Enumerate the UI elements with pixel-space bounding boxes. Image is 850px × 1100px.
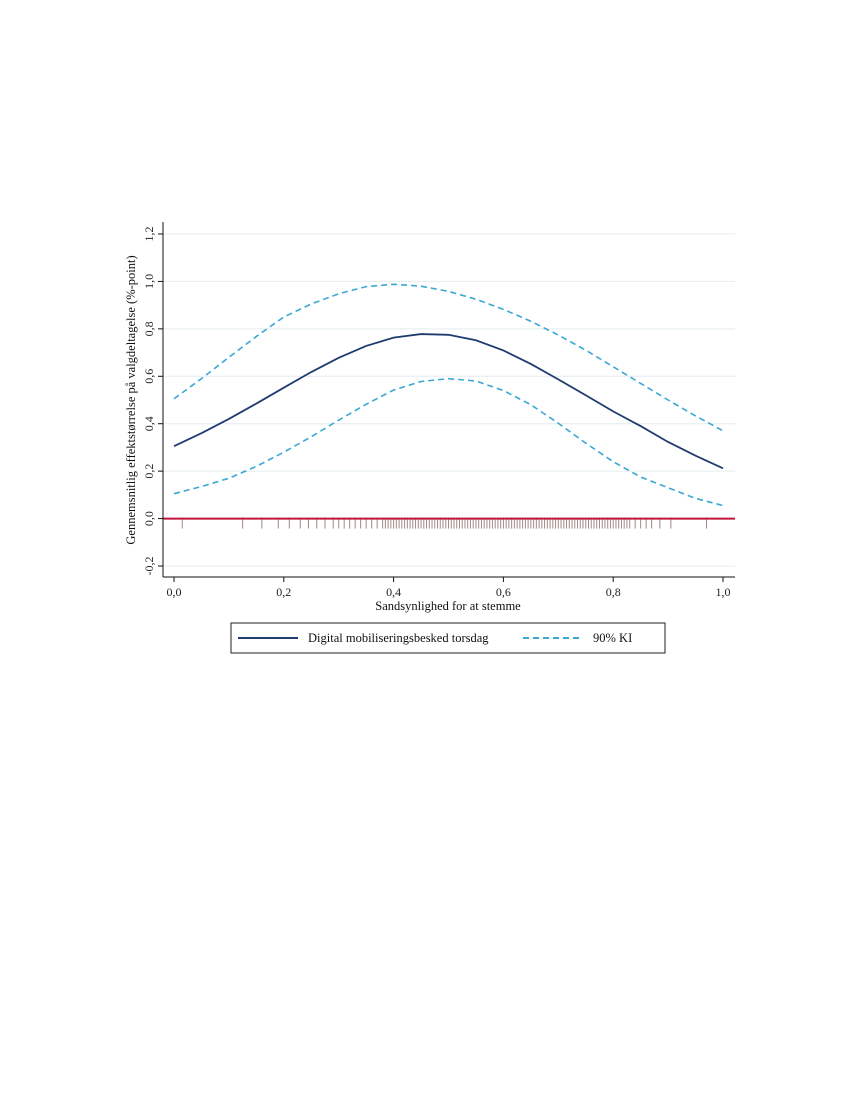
legend-label-estimate: Digital mobiliseringsbesked torsdag bbox=[308, 631, 489, 645]
y-tick-label: 0,6 bbox=[142, 369, 156, 384]
x-tick-label: 0,0 bbox=[167, 585, 182, 599]
y-tick-label: -0,2 bbox=[142, 557, 156, 576]
x-axis-title: Sandsynlighed for at stemme bbox=[375, 599, 521, 613]
ci-lower-line bbox=[173, 377, 724, 507]
series-lines bbox=[173, 283, 724, 507]
y-tick-label: 0,4 bbox=[142, 416, 156, 431]
ci-upper-line bbox=[173, 283, 724, 432]
y-tick-label: 1,2 bbox=[142, 227, 156, 242]
legend-label-ci: 90% KI bbox=[593, 631, 632, 645]
y-tick-label: 0,2 bbox=[142, 464, 156, 479]
x-tick-label: 0,2 bbox=[276, 585, 291, 599]
x-tick-label: 0,8 bbox=[606, 585, 621, 599]
legend: Digital mobiliseringsbesked torsdag 90% … bbox=[230, 622, 666, 654]
x-tick-labels: 0,0 0,2 0,4 0,6 0,8 1,0 bbox=[167, 585, 731, 599]
grid-lines bbox=[163, 233, 735, 567]
x-tick-label: 0,6 bbox=[496, 585, 511, 599]
y-axis-title: Gennemsnitlig effektstørrelse på valgdel… bbox=[124, 255, 138, 544]
x-tick-label: 0,4 bbox=[386, 585, 401, 599]
legend-box bbox=[230, 622, 666, 654]
y-tick-label: 0,0 bbox=[142, 511, 156, 526]
y-tick-label: 0,8 bbox=[142, 321, 156, 336]
x-tick-label: 1,0 bbox=[716, 585, 731, 599]
y-tick-label: 1,0 bbox=[142, 274, 156, 289]
y-tick-labels: -0,2 0,0 0,2 0,4 0,6 0,8 1,0 1,2 bbox=[142, 227, 156, 576]
estimate-line bbox=[173, 333, 724, 470]
axes bbox=[158, 222, 735, 582]
